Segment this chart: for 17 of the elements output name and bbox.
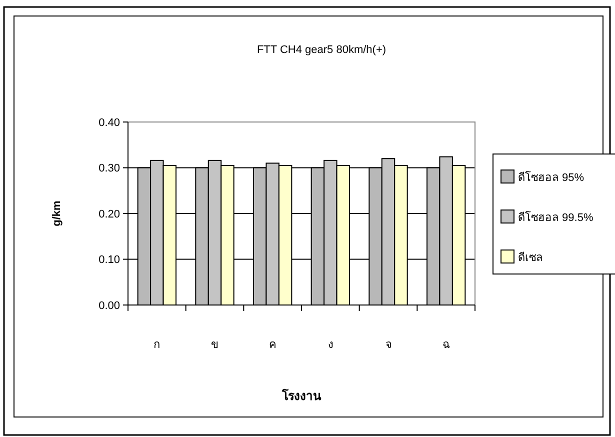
x-tick-label: ง [328, 339, 333, 351]
legend-label: ดีโซฮอล 99.5% [518, 210, 594, 224]
x-tick-label: ข [210, 339, 219, 351]
y-tick-label: 0.00 [98, 300, 120, 312]
x-tick-label: ค [269, 339, 276, 351]
y-tick-label: 0.20 [98, 208, 120, 220]
x-tick-label: ก [153, 339, 160, 351]
y-axis-title: g/km [51, 200, 63, 226]
chart-title: FTT CH4 gear5 80km/h(+) [256, 44, 386, 56]
legend-label: ดีโซฮอล 95% [518, 170, 584, 184]
x-axis-title: โรงงาน [281, 388, 322, 403]
x-tick-label: จ [385, 339, 392, 351]
y-tick-label: 0.10 [98, 254, 120, 266]
y-tick-label: 0.30 [98, 162, 120, 175]
y-tick-label: 0.40 [98, 116, 120, 129]
legend-label: ดีเซล [518, 250, 543, 264]
x-tick-label: ฉ [442, 339, 450, 351]
